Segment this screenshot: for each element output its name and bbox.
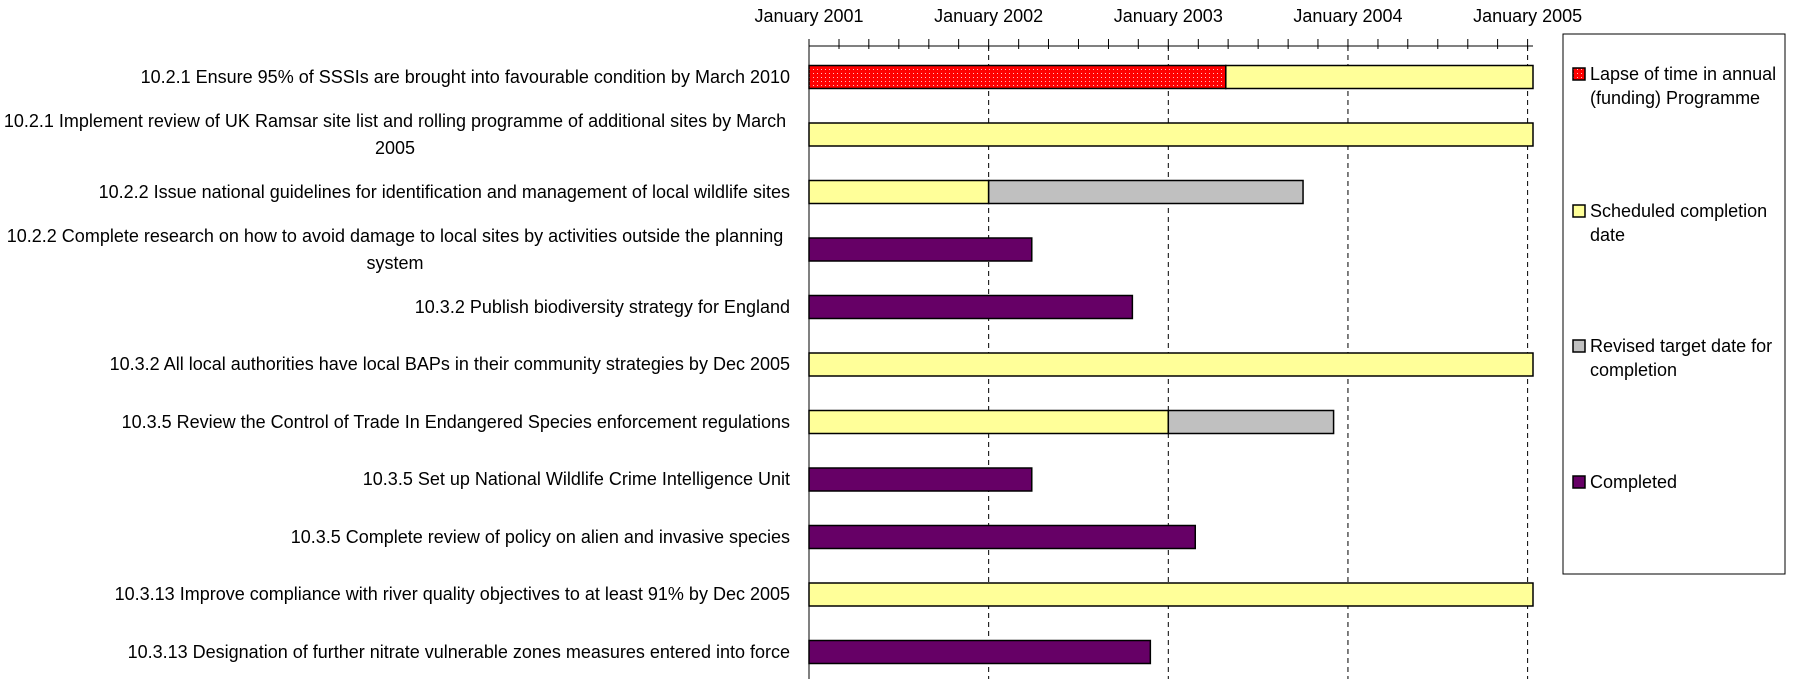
- bar-segment: [808, 237, 1033, 262]
- legend-label: Completed: [1590, 470, 1780, 494]
- bar-segment: [808, 467, 1033, 492]
- legend-label: Scheduled completion date: [1590, 199, 1780, 247]
- category-label-text: 10.3.5 Set up National Wildlife Crime In…: [362, 469, 790, 489]
- x-tick-label: January 2003: [1114, 6, 1223, 26]
- bar-segment: [987, 179, 1304, 205]
- category-label-text: 10.3.13 Designation of further nitrate v…: [127, 641, 790, 662]
- x-tick-label: January 2001: [754, 6, 863, 26]
- category-label-text: 10.2.1 Ensure 95% of SSSIs are brought i…: [140, 66, 790, 87]
- category-label-text: 10.3.2 Publish biodiversity strategy for…: [414, 296, 790, 317]
- category-label-text: 10.3.2 All local authorities have local …: [109, 354, 790, 374]
- category-label: 10.2.2 Issue national guidelines for ide…: [0, 179, 790, 206]
- legend-swatch: [1572, 67, 1586, 81]
- category-label-text: 10.2.2 Issue national guidelines for ide…: [98, 181, 790, 202]
- bar-segment: [808, 409, 1170, 435]
- bar-segment: [808, 639, 1152, 665]
- category-label: 10.3.2 Publish biodiversity strategy for…: [0, 294, 790, 321]
- category-label: 10.3.13 Designation of further nitrate v…: [0, 639, 790, 666]
- bar-segment: [1167, 409, 1335, 435]
- x-tick-label: January 2002: [934, 6, 1043, 26]
- bar-segment: [808, 582, 1534, 607]
- bar-segment: [808, 352, 1534, 377]
- category-label-text: 10.2.1 Implement review of UK Ramsar sit…: [3, 110, 787, 158]
- bar-segment: [808, 179, 990, 205]
- category-label: 10.3.2 All local authorities have local …: [0, 351, 790, 378]
- bar-segment: [808, 122, 1534, 147]
- legend-label-text: Completed: [1590, 472, 1678, 492]
- bar-segment: [808, 294, 1134, 320]
- category-label: 10.2.2 Complete research on how to avoid…: [0, 223, 790, 277]
- category-label-text: 10.3.13 Improve compliance with river qu…: [114, 584, 790, 604]
- bar-segment: [808, 524, 1197, 550]
- bar-segment: [808, 64, 1227, 90]
- category-label-text: 10.3.5 Review the Control of Trade In En…: [121, 411, 790, 432]
- category-label: 10.2.1 Implement review of UK Ramsar sit…: [0, 108, 790, 162]
- category-label-text: 10.2.2 Complete research on how to avoid…: [6, 225, 784, 273]
- category-label: 10.3.5 Complete review of policy on alie…: [0, 524, 790, 551]
- category-label: 10.3.13 Improve compliance with river qu…: [0, 581, 790, 608]
- legend-label: Lapse of time in annual (funding) Progra…: [1590, 62, 1780, 110]
- legend-label: Revised target date for completion: [1590, 334, 1780, 382]
- legend-box: [1562, 33, 1786, 575]
- legend-swatch: [1572, 339, 1586, 353]
- legend-label-text: Revised target date for completion: [1590, 336, 1773, 380]
- category-label: 10.3.5 Set up National Wildlife Crime In…: [0, 466, 790, 493]
- category-label-text: 10.3.5 Complete review of policy on alie…: [290, 526, 790, 547]
- category-label: 10.2.1 Ensure 95% of SSSIs are brought i…: [0, 64, 790, 91]
- legend-label-text: Scheduled completion date: [1590, 201, 1768, 245]
- legend-swatch: [1572, 204, 1586, 218]
- x-tick-label: January 2004: [1293, 6, 1402, 26]
- category-label: 10.3.5 Review the Control of Trade In En…: [0, 409, 790, 436]
- bar-segment: [1225, 64, 1534, 90]
- x-tick-label: January 2005: [1473, 6, 1582, 26]
- legend-swatch: [1572, 475, 1586, 489]
- legend-label-text: Lapse of time in annual (funding) Progra…: [1590, 64, 1777, 108]
